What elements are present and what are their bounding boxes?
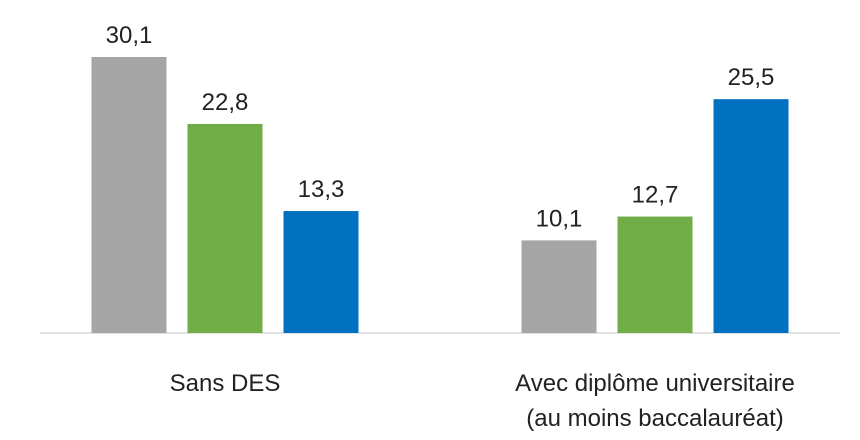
bar: [713, 99, 789, 333]
bar: [521, 240, 597, 333]
bar: [187, 123, 263, 333]
data-label: 13,3: [298, 176, 345, 203]
bar: [283, 211, 359, 333]
x-tick-label: Sans DES: [169, 370, 281, 397]
data-label: 10,1: [536, 205, 583, 232]
bar: [91, 57, 167, 333]
data-label: 25,5: [728, 64, 775, 91]
x-tick-label: Avec diplôme universitaire (au moins bac…: [515, 370, 795, 432]
bar: [617, 216, 693, 333]
data-label: 12,7: [632, 182, 679, 209]
data-label: 22,8: [202, 89, 249, 116]
data-label: 30,1: [106, 22, 153, 49]
